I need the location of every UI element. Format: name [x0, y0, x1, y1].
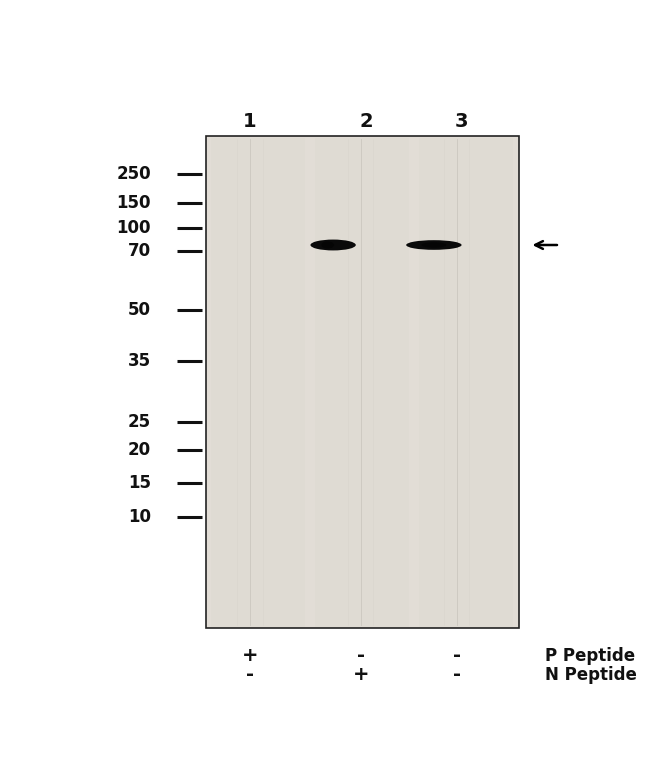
Text: +: +	[242, 646, 258, 665]
Text: 25: 25	[127, 413, 151, 431]
Text: 70: 70	[127, 242, 151, 260]
Ellipse shape	[311, 240, 356, 250]
Text: +: +	[352, 666, 369, 684]
Text: 1: 1	[243, 112, 257, 131]
Ellipse shape	[406, 240, 462, 250]
Text: P Peptide: P Peptide	[545, 647, 635, 665]
Text: 150: 150	[116, 194, 151, 212]
Bar	[419, 137, 514, 627]
Text: -: -	[452, 646, 461, 665]
Text: 10: 10	[128, 508, 151, 525]
Text: 35: 35	[127, 352, 151, 370]
Text: -: -	[246, 666, 254, 684]
Ellipse shape	[421, 242, 447, 248]
Ellipse shape	[321, 241, 334, 249]
Bar	[315, 137, 410, 627]
Text: -: -	[452, 666, 461, 684]
Text: 250: 250	[116, 165, 151, 183]
Text: 100: 100	[116, 219, 151, 237]
Text: 20: 20	[127, 441, 151, 459]
Text: 50: 50	[128, 300, 151, 318]
Text: 2: 2	[359, 112, 372, 131]
Text: -: -	[357, 646, 365, 665]
Text: 3: 3	[455, 112, 469, 131]
Text: N Peptide: N Peptide	[545, 666, 636, 684]
Bar	[206, 136, 519, 628]
Text: 15: 15	[128, 474, 151, 492]
Bar	[211, 137, 306, 627]
